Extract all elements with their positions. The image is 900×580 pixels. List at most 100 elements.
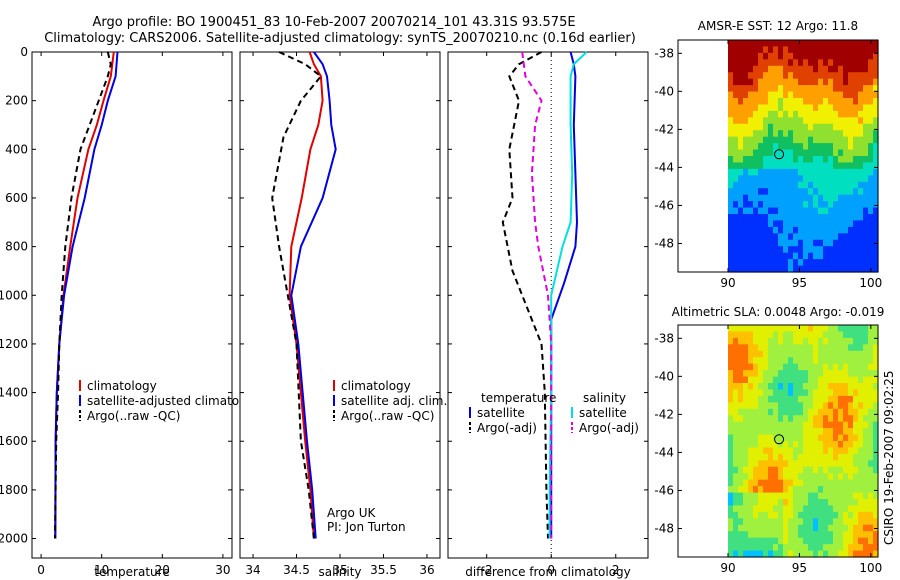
heatmap-cell [838, 123, 844, 131]
legend-entry-satellite-adj-clim: satellite adj. clim. [341, 394, 447, 408]
heatmap-cell [768, 415, 774, 423]
heatmap-cell [858, 395, 864, 403]
heatmap-cell [868, 383, 874, 391]
heatmap-cell [803, 239, 809, 247]
heatmap-cell [848, 473, 854, 481]
heatmap-cell [788, 499, 794, 507]
heatmap-cell [753, 531, 759, 539]
heatmap-cell [768, 370, 774, 378]
heatmap-cell [868, 395, 874, 403]
heatmap-cell [748, 337, 754, 345]
heatmap-cell [813, 344, 819, 352]
heatmap-cell [828, 441, 834, 449]
heatmap-cell [853, 40, 859, 48]
heatmap-cell [853, 46, 859, 54]
heatmap-cell [858, 239, 864, 247]
heatmap-cell [823, 466, 829, 474]
heatmap-cell [773, 46, 779, 54]
heatmap-cell [828, 143, 834, 151]
heatmap-cell [728, 46, 734, 54]
heatmap-cell [818, 350, 824, 358]
heatmap-cell [738, 550, 744, 558]
heatmap-cell [783, 447, 789, 455]
heatmap-cell [728, 233, 734, 241]
heatmap-cell [753, 123, 759, 131]
heatmap-cell [753, 226, 759, 234]
heatmap-cell [803, 402, 809, 410]
heatmap-cell [773, 201, 779, 209]
heatmap-cell [768, 162, 774, 170]
heatmap-cell [768, 136, 774, 144]
heatmap-cell [833, 492, 839, 500]
heatmap-cell [793, 363, 799, 371]
heatmap-cell [808, 201, 814, 209]
heatmap-cell [808, 473, 814, 481]
heatmap-cell [813, 357, 819, 365]
heatmap-cell [783, 59, 789, 67]
heatmap-cell [843, 207, 849, 215]
heatmap-cell [868, 117, 874, 125]
heatmap-cell [853, 78, 859, 86]
heatmap-cell [868, 156, 874, 164]
heatmap-cell [738, 149, 744, 157]
heatmap-cell [758, 59, 764, 67]
heatmap-cell [858, 531, 864, 539]
heatmap-cell [868, 421, 874, 429]
heatmap-cell [828, 220, 834, 228]
heatmap-cell [828, 511, 834, 519]
heatmap-cell [733, 325, 739, 333]
heatmap-cell [808, 59, 814, 67]
heatmap-cell [803, 344, 809, 352]
heatmap-cell [748, 156, 754, 164]
heatmap-cell [818, 473, 824, 481]
heatmap-cell [773, 453, 779, 461]
heatmap-cell [868, 363, 874, 371]
heatmap-cell [833, 85, 839, 93]
heatmap-cell [843, 383, 849, 391]
heatmap-cell [743, 486, 749, 494]
heatmap-cell [738, 65, 744, 73]
heatmap-cell [748, 383, 754, 391]
heatmap-cell [848, 337, 854, 345]
heatmap-cell [793, 201, 799, 209]
heatmap-cell [783, 143, 789, 151]
heatmap-cell [788, 252, 794, 260]
heatmap-cell [858, 337, 864, 345]
heatmap-cell [788, 550, 794, 558]
heatmap-cell [853, 156, 859, 164]
heatmap-cell [793, 473, 799, 481]
heatmap-cell [778, 441, 784, 449]
heatmap-cell [828, 479, 834, 487]
heatmap-cell [813, 466, 819, 474]
heatmap-cell [848, 98, 854, 106]
heatmap-cell [848, 370, 854, 378]
heatmap-cell [823, 402, 829, 410]
heatmap-cell [778, 207, 784, 215]
heatmap-cell [748, 524, 754, 532]
heatmap-cell [868, 226, 874, 234]
heatmap-cell [773, 370, 779, 378]
heatmap-cell [793, 370, 799, 378]
heatmap-cell [743, 331, 749, 339]
heatmap-cell [873, 363, 879, 371]
heatmap-cell [758, 175, 764, 183]
heatmap-cell [853, 220, 859, 228]
heatmap-cell [793, 130, 799, 138]
heatmap-cell [753, 246, 759, 254]
heatmap-cell [728, 136, 734, 144]
heatmap-cell [808, 149, 814, 157]
heatmap-cell [733, 537, 739, 545]
heatmap-cell [773, 136, 779, 144]
heatmap-cell [733, 65, 739, 73]
x-tick-label: 0 [37, 563, 45, 577]
heatmap-cell [868, 402, 874, 410]
heatmap-cell [768, 363, 774, 371]
heatmap-cell [853, 188, 859, 196]
heatmap-cell [773, 207, 779, 215]
heatmap-cell [858, 265, 864, 273]
heatmap-cell [823, 499, 829, 507]
heatmap-cell [853, 91, 859, 99]
heatmap-cell [823, 194, 829, 202]
heatmap-cell [788, 123, 794, 131]
heatmap-cell [808, 143, 814, 151]
